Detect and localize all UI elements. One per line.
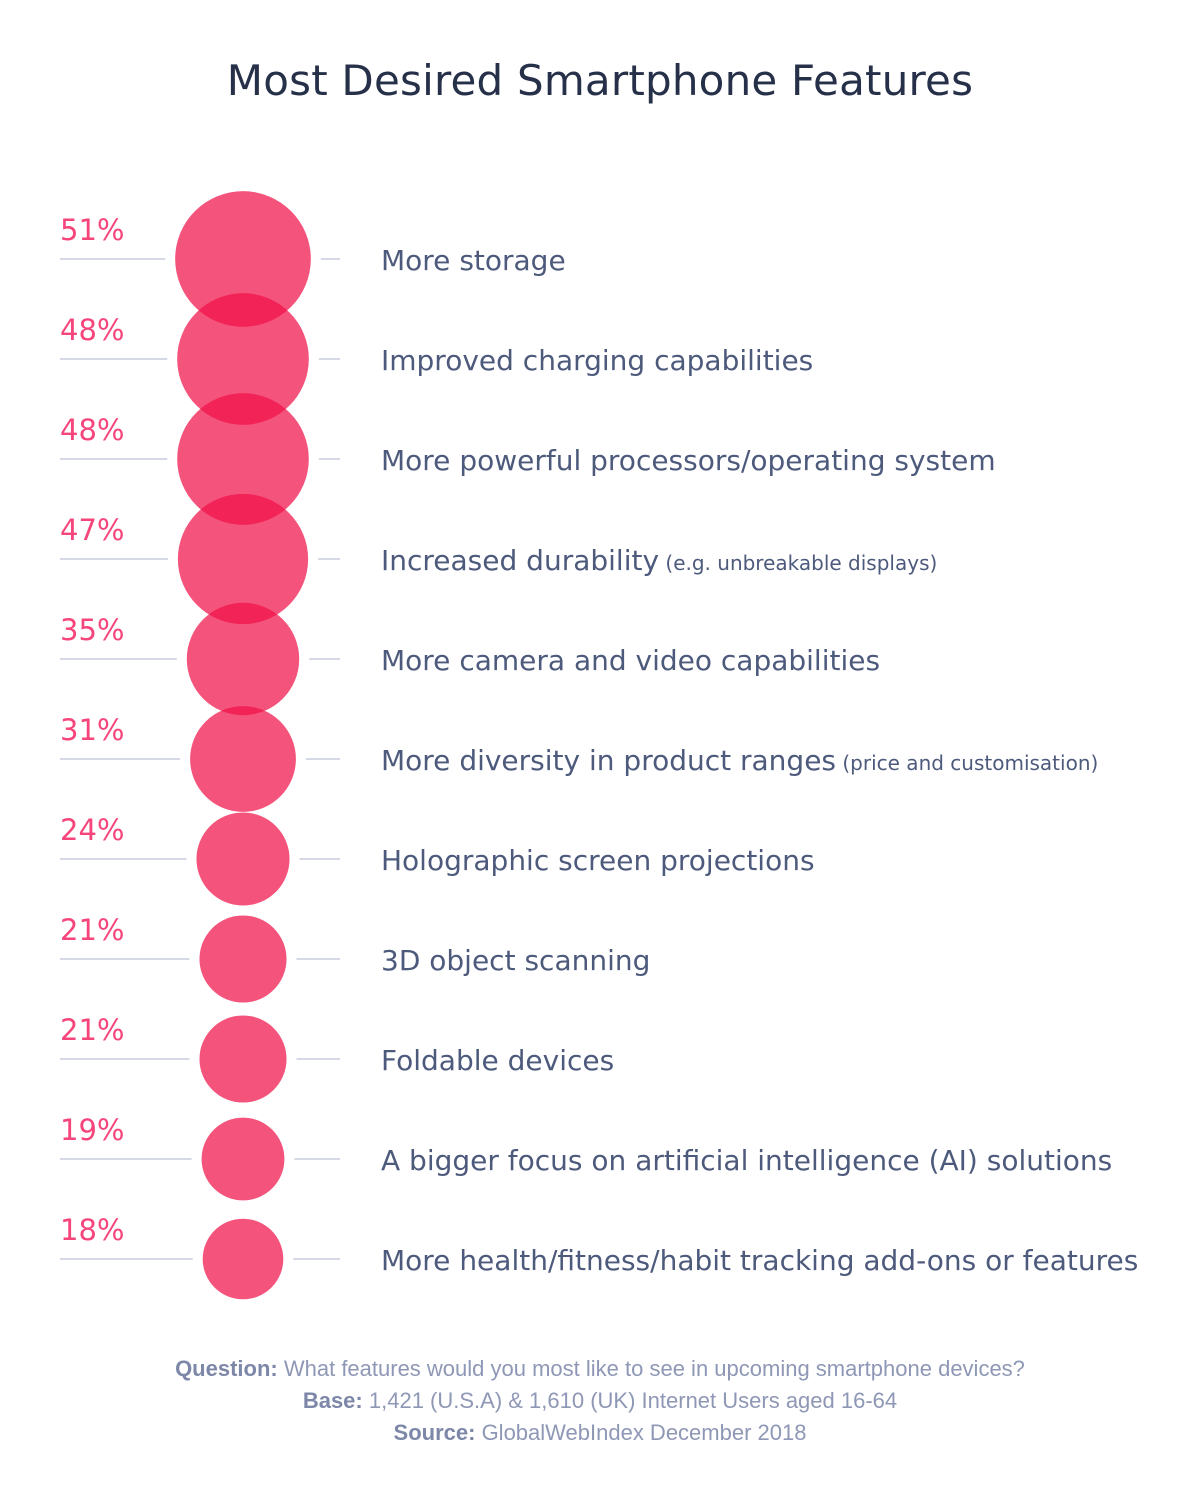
value-label: 24%	[60, 813, 124, 847]
source-text: GlobalWebIndex December 2018	[481, 1420, 807, 1445]
category-label: A bigger focus on artificial intelligenc…	[381, 1144, 1112, 1177]
bubble	[196, 812, 290, 906]
category-note: (price and customisation)	[836, 751, 1098, 775]
category-label: More health/fitness/habit tracking add-o…	[381, 1244, 1138, 1277]
bubble	[199, 1015, 287, 1103]
value-label: 48%	[60, 413, 124, 447]
bubble	[201, 1117, 285, 1201]
footer-base: Base: 1,421 (U.S.A) & 1,610 (UK) Interne…	[0, 1388, 1200, 1414]
category-name: Foldable devices	[381, 1044, 614, 1077]
value-label: 48%	[60, 313, 124, 347]
value-label: 31%	[60, 713, 124, 747]
footer-question: Question: What features would you most l…	[0, 1356, 1200, 1382]
footer-source: Source: GlobalWebIndex December 2018	[0, 1420, 1200, 1446]
bubble	[199, 915, 287, 1003]
bubble-chart: 51% More storage 48% Improved charging capa…	[60, 191, 1138, 1300]
category-name: A bigger focus on artificial intelligenc…	[381, 1144, 1112, 1177]
bubble	[202, 1218, 284, 1300]
category-name: More storage	[381, 244, 566, 277]
category-name: More health/fitness/habit tracking add-o…	[381, 1244, 1138, 1277]
value-label: 19%	[60, 1113, 124, 1147]
category-name: Holographic screen projections	[381, 844, 815, 877]
category-label: Holographic screen projections	[381, 844, 815, 877]
bubble	[177, 493, 309, 625]
chart-title: Most Desired Smartphone Features	[226, 56, 974, 105]
bubble	[177, 393, 309, 525]
value-label: 35%	[60, 613, 124, 647]
value-label: 21%	[60, 1013, 124, 1047]
value-label: 18%	[60, 1213, 124, 1247]
category-name: Improved charging capabilities	[381, 344, 813, 377]
value-label: 47%	[60, 513, 124, 547]
category-name: More camera and video capabilities	[381, 644, 880, 677]
category-name: 3D object scanning	[381, 944, 650, 977]
category-label: 3D object scanning	[381, 944, 650, 977]
category-note: (e.g. unbreakable displays)	[659, 551, 937, 575]
category-label: More storage	[381, 244, 566, 277]
bubble	[177, 293, 309, 425]
bubble	[186, 602, 300, 716]
category-name: Increased durability	[381, 544, 659, 577]
category-label: More camera and video capabilities	[381, 644, 880, 677]
category-label: More powerful processors/operating syste…	[381, 444, 996, 477]
bubble	[175, 191, 311, 327]
category-label: Increased durability (e.g. unbreakable d…	[381, 544, 937, 577]
category-name: More powerful processors/operating syste…	[381, 444, 996, 477]
question-label: Question:	[175, 1356, 278, 1381]
category-label: Foldable devices	[381, 1044, 614, 1077]
value-label: 51%	[60, 213, 124, 247]
base-label: Base:	[302, 1388, 363, 1413]
bubble	[190, 706, 296, 812]
base-text: 1,421 (U.S.A) & 1,610 (UK) Internet User…	[368, 1388, 898, 1413]
category-label: Improved charging capabilities	[381, 344, 813, 377]
category-label: More diversity in product ranges (price …	[381, 744, 1098, 777]
category-name: More diversity in product ranges	[381, 744, 836, 777]
question-text: What features would you most like to see…	[283, 1356, 1025, 1381]
source-label: Source:	[393, 1420, 476, 1445]
value-label: 21%	[60, 913, 124, 947]
